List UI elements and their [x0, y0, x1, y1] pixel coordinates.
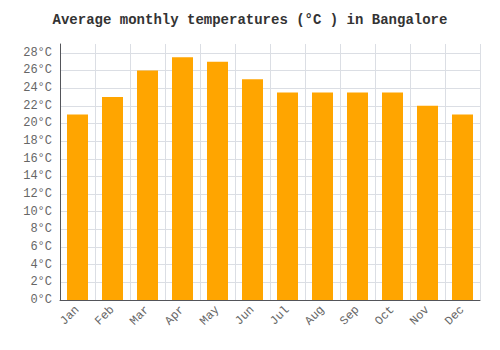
svg-text:24°C: 24°C [23, 81, 52, 95]
svg-text:14°C: 14°C [23, 169, 52, 183]
svg-text:Aug: Aug [302, 303, 327, 328]
svg-text:Feb: Feb [92, 303, 117, 328]
svg-text:28°C: 28°C [23, 46, 52, 60]
svg-text:22°C: 22°C [23, 99, 52, 113]
svg-text:Jan: Jan [57, 303, 82, 328]
svg-text:18°C: 18°C [23, 134, 52, 148]
svg-text:Dec: Dec [442, 303, 467, 328]
svg-text:20°C: 20°C [23, 116, 52, 130]
svg-text:Average monthly temperatures (: Average monthly temperatures (°C ) in Ba… [53, 12, 448, 28]
svg-text:Apr: Apr [162, 303, 187, 328]
svg-text:12°C: 12°C [23, 187, 52, 201]
svg-text:4°C: 4°C [30, 258, 52, 272]
svg-text:6°C: 6°C [30, 240, 52, 254]
svg-text:8°C: 8°C [30, 222, 52, 236]
svg-text:2°C: 2°C [30, 275, 52, 289]
svg-text:Oct: Oct [372, 303, 397, 328]
svg-text:Nov: Nov [407, 303, 432, 328]
svg-text:Jul: Jul [267, 303, 292, 328]
svg-text:May: May [197, 303, 222, 328]
svg-text:26°C: 26°C [23, 63, 52, 77]
svg-text:16°C: 16°C [23, 152, 52, 166]
svg-text:0°C: 0°C [30, 293, 52, 307]
svg-text:Mar: Mar [127, 303, 152, 328]
svg-text:10°C: 10°C [23, 205, 52, 219]
svg-text:Jun: Jun [232, 303, 257, 328]
svg-text:Sep: Sep [337, 303, 362, 328]
